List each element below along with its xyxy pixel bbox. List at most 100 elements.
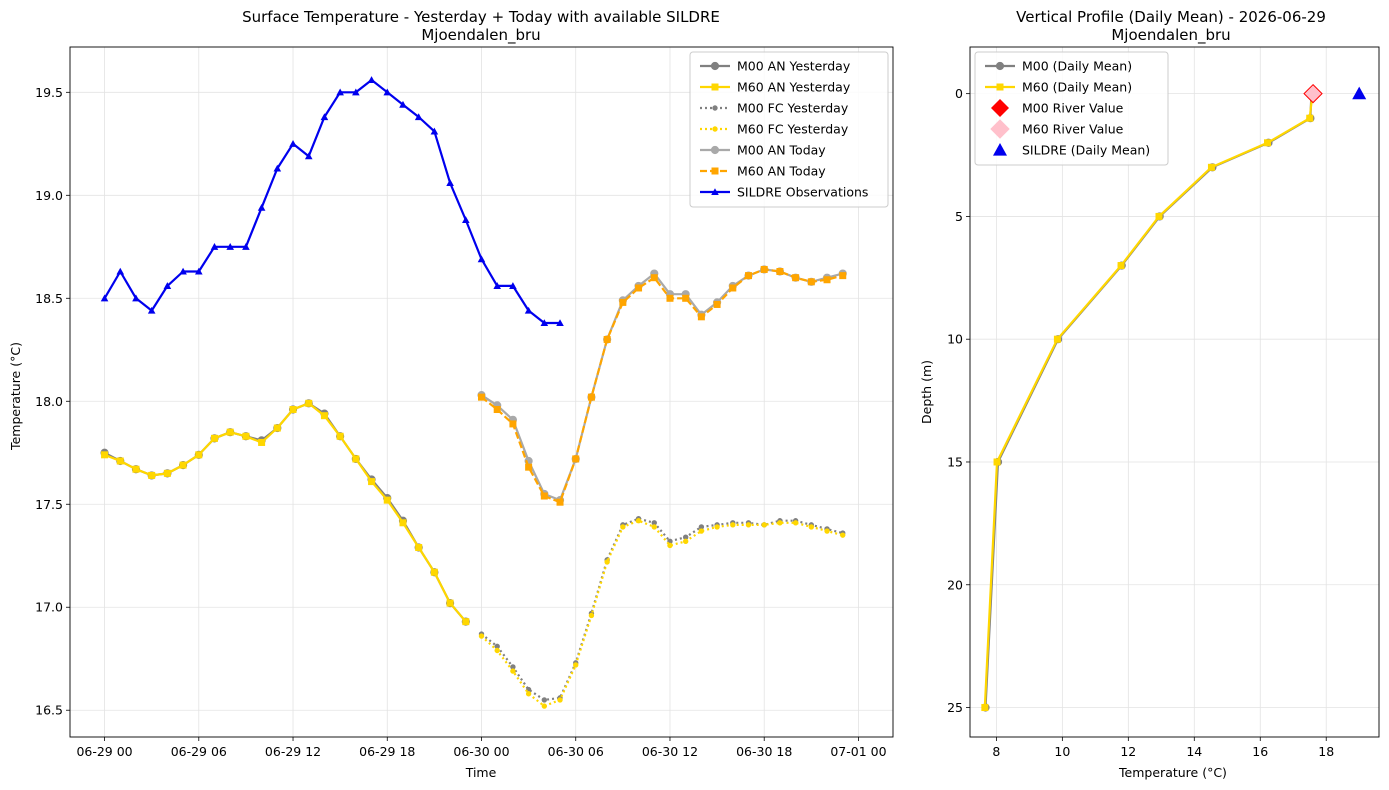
- x-tick-label: 06-29 18: [359, 744, 415, 759]
- tick-labels: 8 10 12 14 16 18 0 5 10 15 20 25: [947, 86, 1334, 759]
- data-point: [242, 242, 250, 250]
- data-point: [258, 438, 266, 446]
- data-point: [462, 618, 470, 626]
- data-point: [132, 465, 140, 473]
- legend-label: M00 FC Yesterday: [737, 101, 849, 116]
- data-point: [541, 697, 548, 703]
- legend: M00 AN Yesterday M60 AN Yesterday M00 FC Y…: [689, 51, 889, 208]
- data-point: [148, 471, 156, 479]
- data-point: [163, 469, 171, 477]
- data-point: [352, 88, 360, 96]
- data-point: [399, 100, 407, 108]
- data-point: [415, 544, 423, 552]
- data-point: [604, 559, 610, 565]
- legend-label: M00 AN Today: [737, 143, 826, 158]
- x-tick-label: 14: [1186, 744, 1202, 759]
- data-point: [745, 522, 752, 528]
- series-line: [104, 402, 467, 623]
- data-point: [619, 298, 627, 306]
- series-sildre-daily-mean: [1352, 86, 1367, 100]
- series-line: [480, 268, 843, 502]
- series-m60-an-yesterday: [101, 399, 470, 626]
- data-point: [761, 522, 767, 528]
- y-tick-label: 19.0: [35, 188, 63, 203]
- x-tick-label: 06-30 18: [736, 744, 792, 759]
- legend-swatch-marker: [710, 61, 720, 71]
- data-point: [493, 406, 501, 414]
- data-point: [273, 164, 282, 172]
- data-point: [477, 255, 486, 263]
- data-point: [1303, 83, 1323, 104]
- data-point: [116, 457, 124, 465]
- data-point: [304, 152, 313, 160]
- data-point: [667, 542, 673, 549]
- data-point: [556, 498, 564, 506]
- y-tick-label: 10: [947, 332, 963, 347]
- data-point: [430, 127, 439, 135]
- legend-swatch-marker: [990, 119, 1010, 139]
- x-tick-label: 12: [1120, 744, 1136, 759]
- axes-frame: [69, 46, 894, 738]
- data-point: [682, 294, 690, 302]
- data-point: [116, 267, 125, 275]
- data-point: [414, 113, 423, 121]
- x-tick-label: 10: [1054, 744, 1070, 759]
- y-tick-label: 0: [955, 86, 963, 101]
- series-line: [480, 519, 843, 708]
- series-line: [984, 93, 1313, 708]
- data-point: [100, 294, 109, 302]
- data-point: [1352, 86, 1367, 100]
- legend-swatch-marker: [991, 99, 1009, 117]
- y-tick-label: 16.5: [35, 703, 63, 718]
- data-point: [1053, 335, 1061, 343]
- legend-box: [689, 51, 889, 208]
- tick-labels: 06-29 00 06-29 06 06-29 12 06-29 18 06-30 00…: [35, 85, 886, 759]
- data-point: [792, 274, 800, 282]
- x-tick-label: 16: [1252, 744, 1268, 759]
- y-tick-label: 18.0: [35, 394, 63, 409]
- y-tick-label: 17.5: [35, 497, 63, 512]
- data-point: [540, 319, 549, 327]
- data-point: [650, 274, 658, 282]
- data-point: [226, 242, 235, 250]
- right-chart-title: Vertical Profile (Daily Mean) - 2026-06-…: [1016, 8, 1326, 26]
- data-point: [336, 88, 344, 96]
- legend-label: M60 AN Yesterday: [737, 80, 851, 95]
- series-m60-river-value: [1303, 83, 1323, 104]
- series-line: [480, 268, 843, 504]
- data-point: [1207, 163, 1215, 171]
- legend-swatch-marker: [711, 167, 719, 175]
- data-point: [242, 432, 250, 440]
- data-point: [651, 524, 657, 530]
- data-point: [478, 633, 485, 639]
- data-point: [1306, 114, 1314, 122]
- data-point: [525, 463, 533, 471]
- data-point: [195, 451, 203, 459]
- data-point: [698, 528, 705, 534]
- data-point: [572, 455, 580, 463]
- y-tick-label: 5: [955, 209, 963, 224]
- data-point: [289, 406, 297, 414]
- data-point: [745, 272, 753, 280]
- data-point: [730, 522, 736, 528]
- data-point: [682, 538, 689, 545]
- legend-swatch-marker: [712, 105, 718, 111]
- data-point: [840, 532, 846, 538]
- x-tick-label: 06-29 06: [171, 744, 227, 759]
- axes-frame: [969, 46, 1380, 738]
- data-point: [666, 294, 674, 302]
- data-point: [808, 524, 815, 530]
- left-chart-subtitle: Mjoendalen_bru: [421, 26, 540, 45]
- data-point: [446, 599, 454, 607]
- legend-label: M60 FC Yesterday: [737, 122, 849, 137]
- data-point: [383, 88, 392, 96]
- legend-swatch-marker: [996, 83, 1004, 91]
- series-m00-daily-mean: [981, 89, 1316, 712]
- data-point: [494, 647, 500, 654]
- data-point: [557, 697, 563, 703]
- data-point: [603, 335, 611, 343]
- legend-label: SILDRE Observations: [737, 185, 868, 200]
- left-chart-ylabel: Temperature (°C): [8, 342, 23, 451]
- data-point: [368, 478, 376, 486]
- legend-swatch-marker: [711, 188, 719, 196]
